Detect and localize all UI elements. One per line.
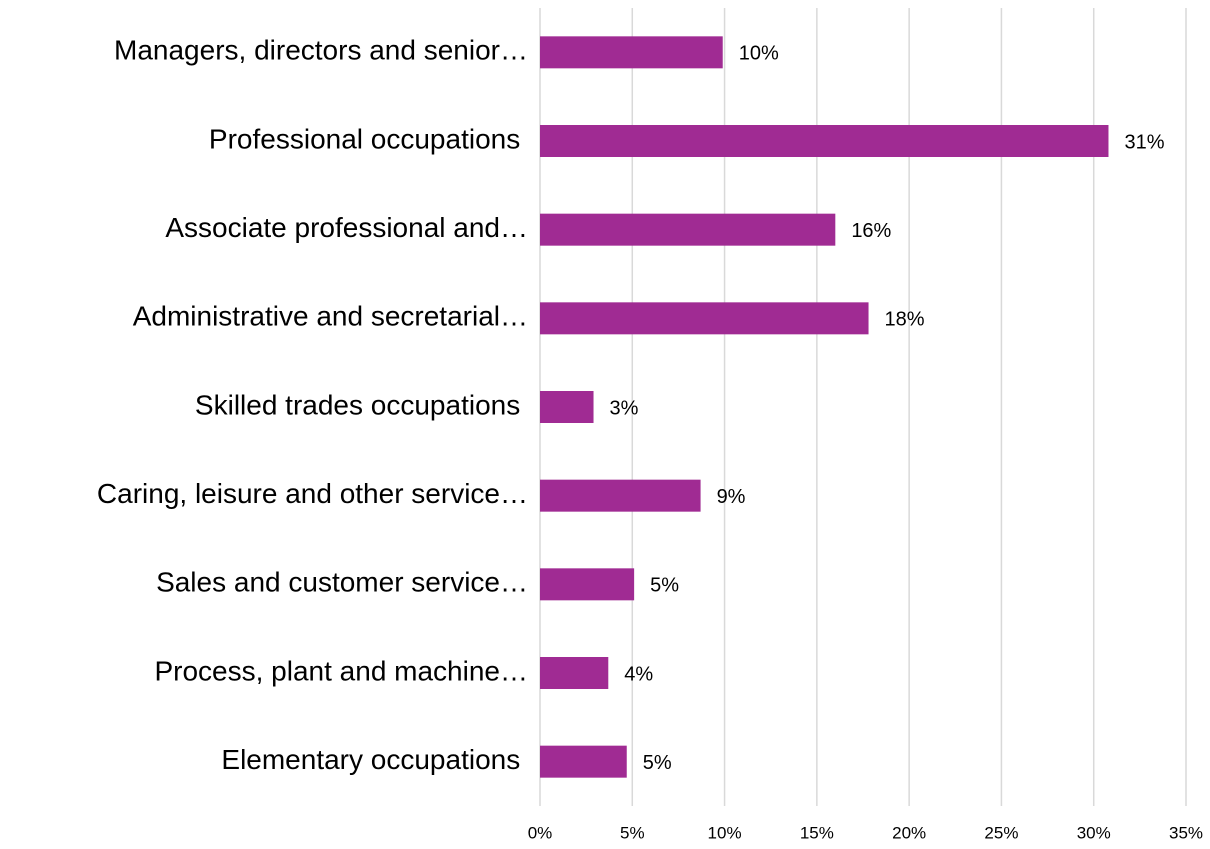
x-tick-label: 35% bbox=[1169, 823, 1203, 842]
x-tick-label: 0% bbox=[528, 823, 553, 842]
y-tick-label: Professional occupations bbox=[209, 123, 528, 154]
value-label: 5% bbox=[643, 752, 672, 774]
y-tick-label: Elementary occupations bbox=[221, 744, 528, 775]
y-tick-label: Process, plant and machine… bbox=[154, 655, 528, 686]
bar bbox=[540, 125, 1109, 157]
value-label: 16% bbox=[851, 220, 891, 242]
bar bbox=[540, 745, 627, 778]
y-tick-label: Managers, directors and senior… bbox=[114, 35, 528, 66]
y-tick-label: Caring, leisure and other service… bbox=[97, 478, 528, 509]
value-label: 9% bbox=[717, 486, 746, 508]
y-tick-label: Skilled trades occupations bbox=[195, 389, 528, 420]
value-label: 4% bbox=[624, 663, 653, 685]
value-label: 31% bbox=[1124, 131, 1164, 153]
value-label: 18% bbox=[885, 309, 925, 331]
bar bbox=[540, 213, 836, 246]
bar bbox=[540, 657, 609, 689]
value-label: 10% bbox=[739, 43, 779, 65]
x-tick-label: 25% bbox=[984, 823, 1018, 842]
x-tick-label: 20% bbox=[892, 823, 926, 842]
x-tick-label: 30% bbox=[1077, 823, 1111, 842]
bar bbox=[540, 568, 635, 601]
value-label: 3% bbox=[610, 397, 639, 419]
bar bbox=[540, 479, 701, 512]
y-tick-label: Associate professional and… bbox=[165, 212, 528, 243]
y-tick-label: Sales and customer service… bbox=[156, 567, 528, 598]
x-tick-label: 10% bbox=[708, 823, 742, 842]
y-tick-label: Administrative and secretarial… bbox=[133, 301, 528, 332]
x-tick-label: 5% bbox=[620, 823, 645, 842]
x-tick-label: 15% bbox=[800, 823, 834, 842]
bar bbox=[540, 302, 869, 335]
value-label: 5% bbox=[650, 575, 679, 597]
bar bbox=[540, 36, 723, 69]
bar bbox=[540, 391, 594, 423]
